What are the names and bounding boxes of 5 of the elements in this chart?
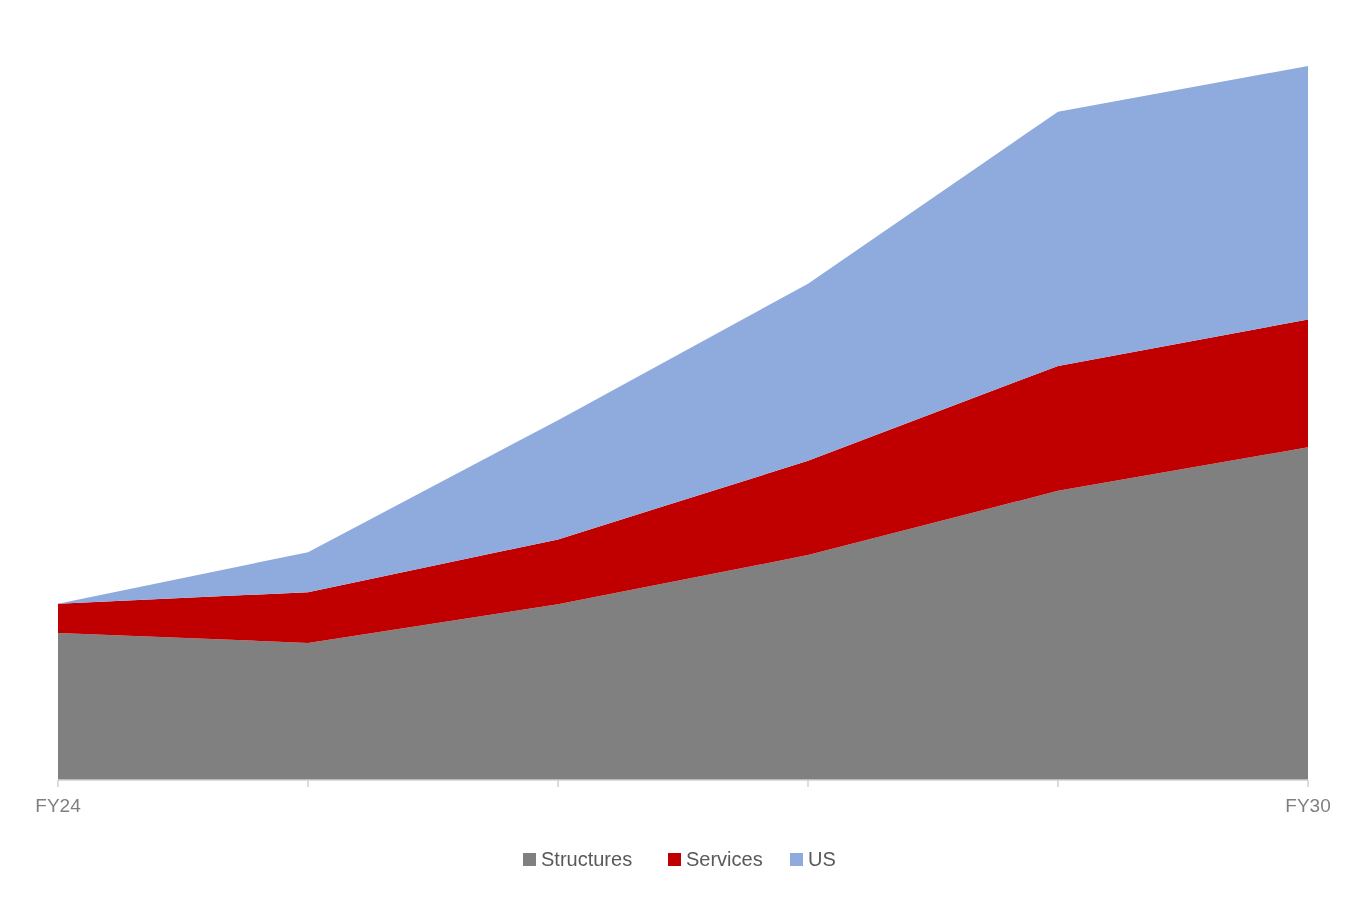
legend-label: US (808, 848, 836, 870)
legend-label: Services (686, 848, 763, 870)
legend-label: Structures (541, 848, 633, 870)
x-tick-label: FY24 (35, 795, 82, 816)
x-tick-label: FY30 (1285, 795, 1331, 816)
